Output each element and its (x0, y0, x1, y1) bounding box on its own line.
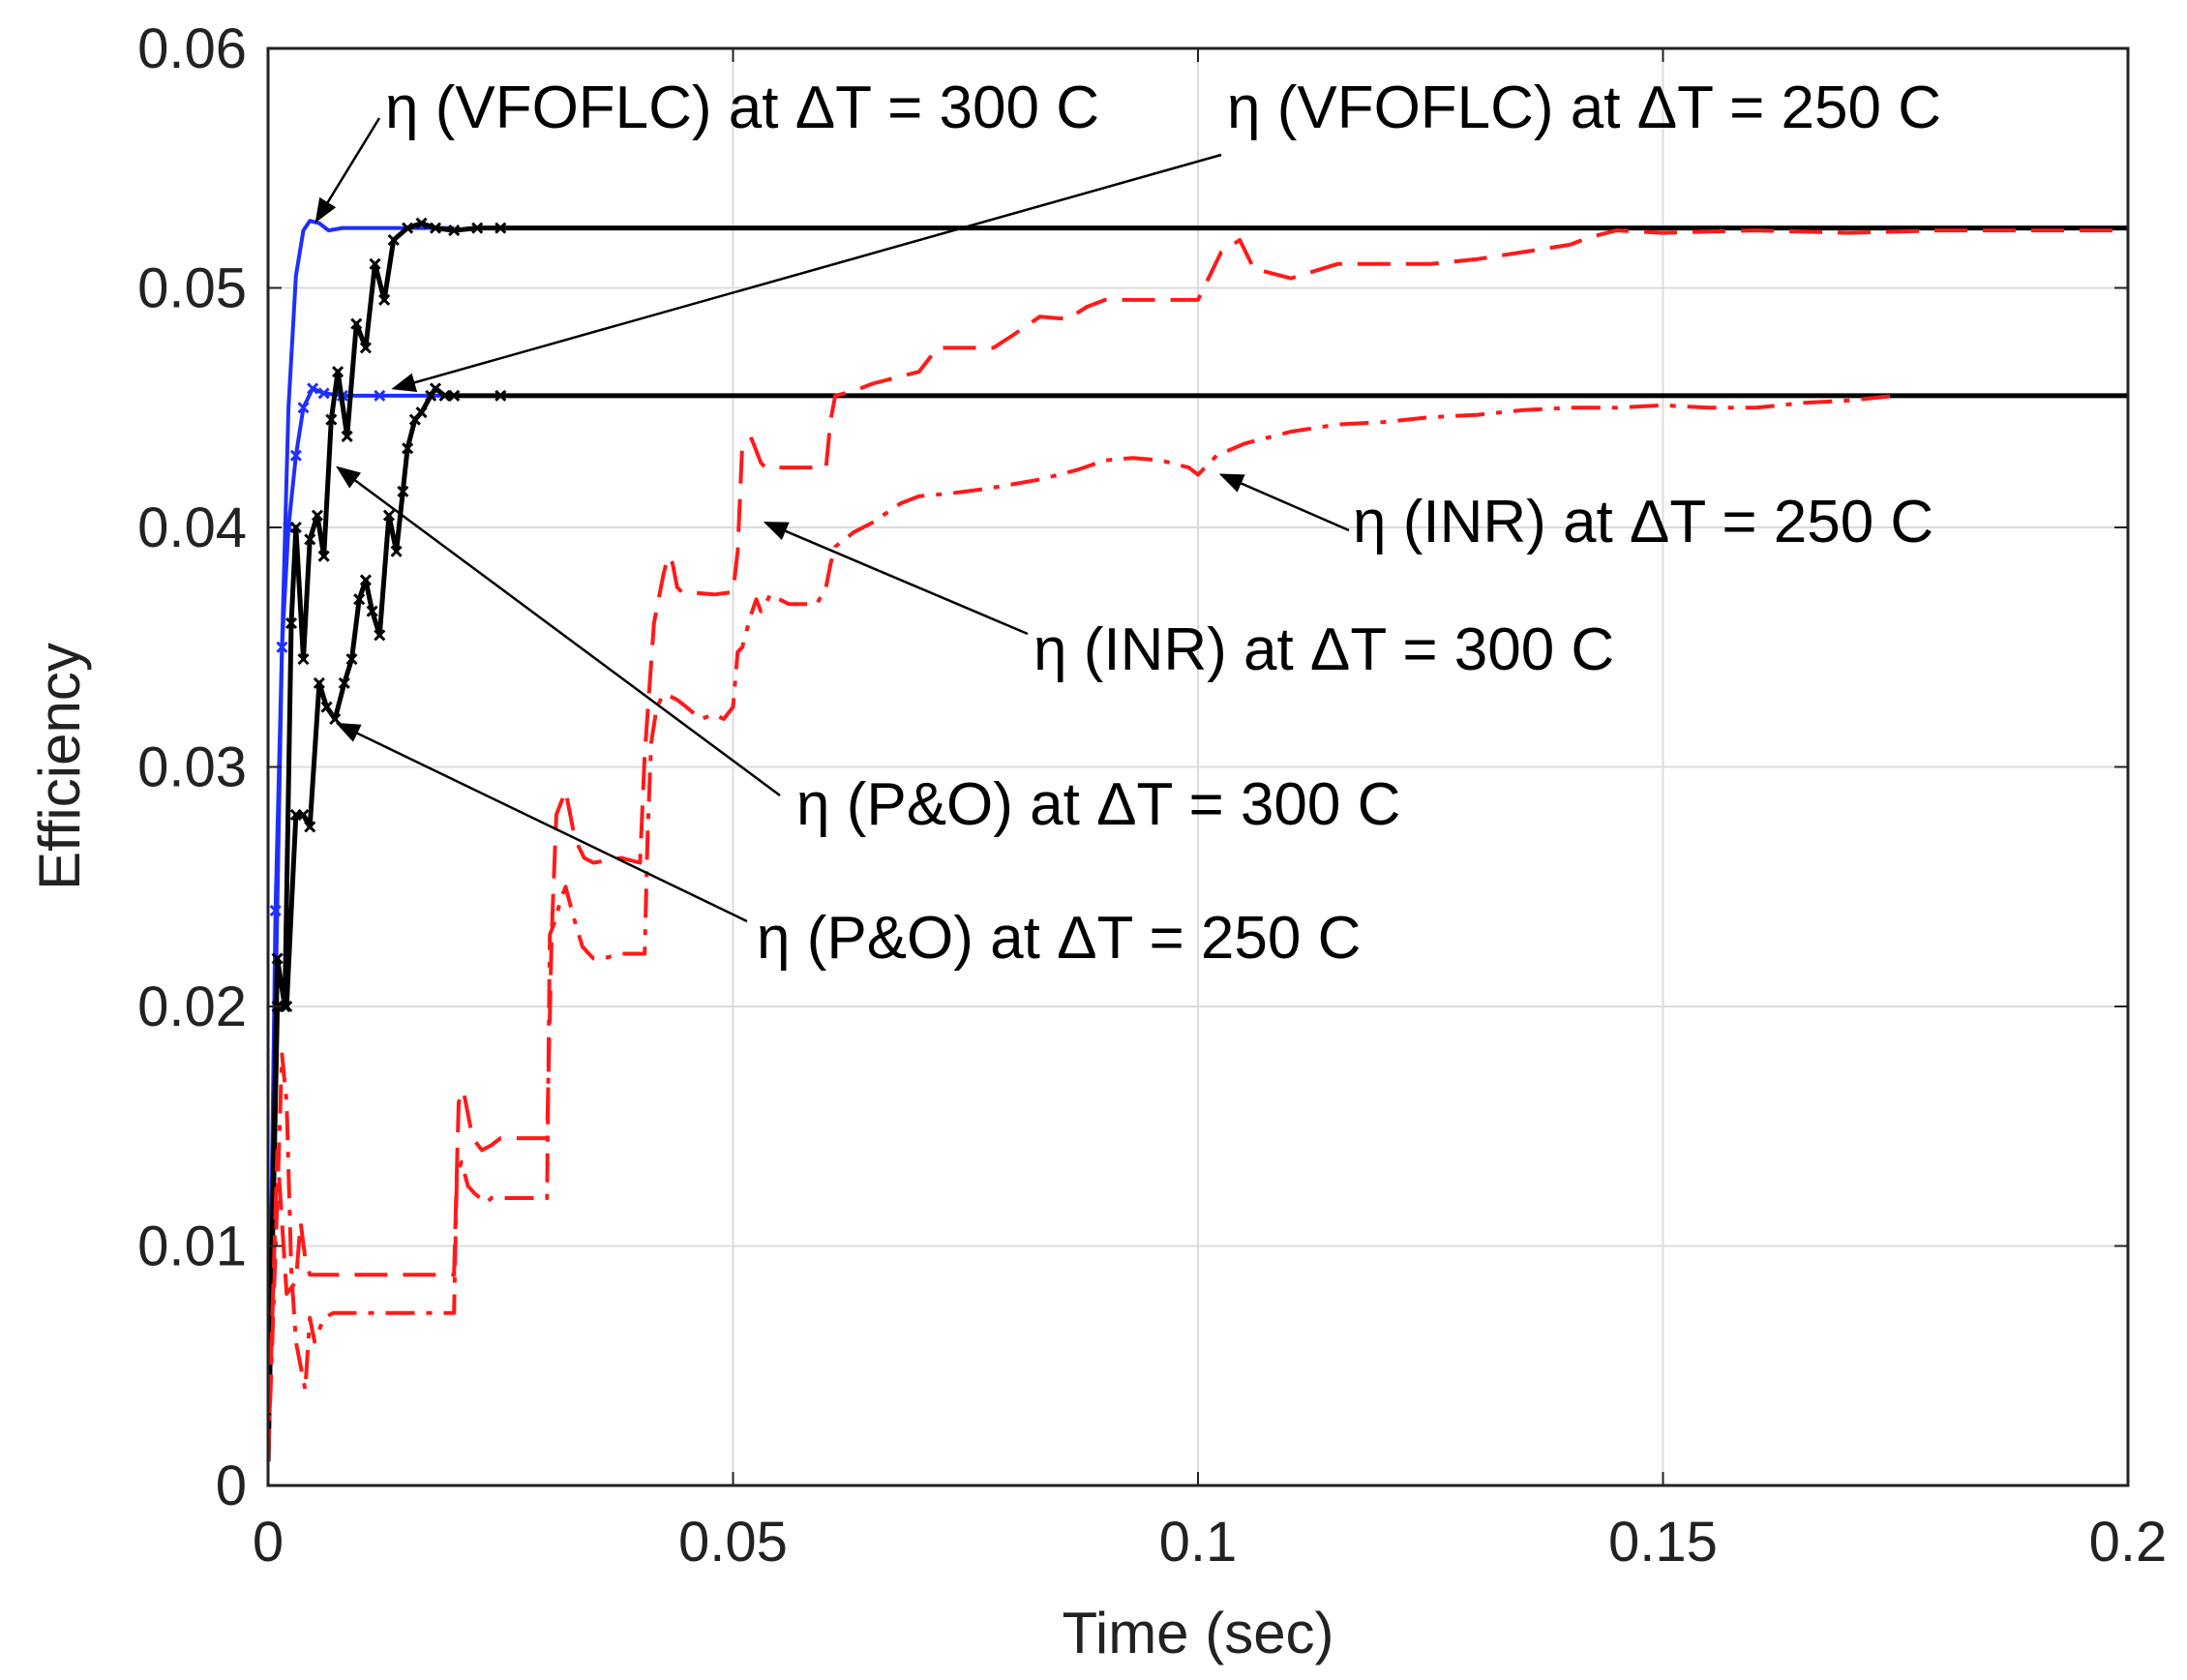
y-axis-label: Efficiency (27, 643, 92, 890)
annotation-label: η (INR) at ΔT = 300 C (1034, 616, 1614, 683)
series-point-marker (338, 676, 350, 689)
series-point-marker (415, 217, 428, 229)
series-point-marker (494, 222, 507, 234)
series-point-marker (297, 653, 310, 666)
annotation-arrow (763, 521, 1029, 636)
series-point-marker (429, 382, 442, 395)
y-tick-label: 0.02 (137, 975, 247, 1038)
y-tick-label: 0.03 (137, 736, 247, 799)
series-point-marker (341, 430, 353, 443)
annotation-label: η (INR) at ΔT = 250 C (1353, 489, 1933, 555)
x-axis-label: Time (sec) (1062, 1601, 1333, 1665)
series-point-marker (438, 389, 451, 402)
series-point-marker (359, 342, 372, 354)
annotation-arrow (315, 117, 381, 224)
series-point-marker (317, 550, 330, 562)
x-tick-label: 0.2 (2089, 1511, 2168, 1574)
series-point-marker (320, 701, 333, 713)
x-tick-label: 0 (253, 1511, 284, 1574)
y-tick-label: 0.01 (137, 1215, 247, 1278)
series-point-marker (285, 616, 298, 630)
series-point-marker (374, 629, 386, 642)
annotation-arrow (1218, 473, 1350, 532)
series-point-marker (494, 389, 507, 402)
series-point-marker (415, 406, 428, 419)
y-tick-label: 0.06 (137, 17, 247, 80)
series-layer (268, 217, 2128, 1462)
axis-ticks: 0 0.05 0.1 0.15 0.2 0 0.01 0.02 0.03 0.04 0.05 0.06 (137, 17, 2167, 1574)
series-point-marker (397, 485, 409, 497)
annotation-label: η (P&O) at ΔT = 250 C (757, 905, 1361, 972)
annotations: η (VFOFLC) at ΔT = 300 C η (VFOFLC) at ΔT… (315, 75, 1941, 972)
x-tick-label: 0.15 (1608, 1511, 1718, 1574)
x-tick-label: 0.05 (678, 1511, 788, 1574)
series-point-marker (304, 533, 316, 546)
series-point-marker (329, 712, 342, 726)
series-point-marker (289, 449, 302, 462)
series-line-4 (268, 393, 1896, 1462)
series-point-marker (429, 222, 442, 234)
series-point-marker (276, 641, 288, 653)
series-point-marker (366, 605, 378, 617)
series-point-marker (448, 389, 461, 402)
series-point-marker (289, 521, 302, 534)
annotation-arrow (335, 722, 748, 923)
series-point-marker (313, 676, 325, 689)
series-point-marker (297, 808, 310, 822)
series-point-marker (374, 389, 386, 402)
series-point-marker (297, 402, 310, 414)
x-tick-label: 0.1 (1159, 1511, 1238, 1574)
series-point-marker (304, 821, 316, 833)
annotation-label: η (VFOFLC) at ΔT = 250 C (1227, 75, 1941, 141)
series-point-marker (325, 413, 338, 426)
series-point-marker (281, 1000, 293, 1013)
annotation-arrow (391, 153, 1222, 392)
series-point-marker (350, 317, 363, 330)
series-line-2 (268, 221, 2128, 1462)
series-point-marker (378, 293, 391, 306)
series-point-marker (448, 225, 461, 237)
series-point-marker (387, 233, 400, 247)
series-point-marker (317, 387, 330, 400)
series-point-marker (390, 545, 403, 557)
series-point-marker (382, 509, 395, 522)
series-point-marker (271, 952, 284, 965)
series-point-marker (402, 442, 414, 455)
y-tick-label: 0.04 (137, 496, 247, 559)
series-point-marker (311, 509, 323, 522)
y-tick-label: 0 (216, 1455, 247, 1517)
series-point-marker (425, 389, 437, 402)
series-point-marker (332, 366, 345, 378)
annotation-label: η (VFOFLC) at ΔT = 300 C (385, 75, 1099, 141)
y-tick-label: 0.05 (137, 257, 247, 320)
series-point-marker (471, 222, 484, 234)
series-line-5 (268, 228, 2128, 1462)
series-point-marker (307, 382, 319, 395)
series-point-marker (353, 593, 366, 606)
series-point-marker (402, 222, 414, 234)
series-point-marker (359, 574, 372, 586)
series-point-marker (269, 904, 282, 917)
annotation-label: η (P&O) at ΔT = 300 C (796, 771, 1400, 838)
series-point-marker (345, 653, 358, 666)
annotation-arrow (336, 465, 781, 797)
grid (268, 48, 2128, 1485)
series-point-marker (369, 257, 381, 270)
